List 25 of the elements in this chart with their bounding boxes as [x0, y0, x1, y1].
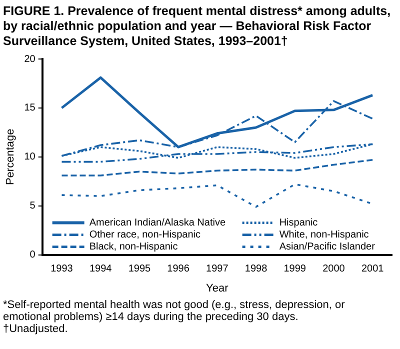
y-axis-title: Percentage [4, 128, 17, 186]
y-tick-label: 20 [24, 54, 36, 65]
y-tick-label: 10 [24, 152, 36, 163]
x-tick-label: 1997 [206, 264, 229, 275]
y-tick-label: 5 [30, 200, 36, 212]
legend-label: Black, non-Hispanic [89, 242, 178, 253]
x-tick-label: 2000 [322, 264, 346, 275]
legend-label: Hispanic [279, 218, 318, 229]
x-tick-label: 1995 [128, 264, 152, 275]
text: †Unadjusted. [3, 323, 69, 335]
legend-label: Other race, non-Hispanic [89, 230, 200, 241]
legend-label: White, non-Hispanic [279, 230, 369, 241]
chart-title: FIGURE 1. Prevalence of frequent mental distress* among adults, by racial/ethnic population and year — Behavioral Risk Factor Surveillance System, United States, 1993–2001† [3, 4, 392, 49]
x-tick-label: 2001 [361, 264, 384, 275]
text: *Self-reported mental health was not good (e.g., stress, depression, or emotional problems) ≥14 days during the preceding 30 days. [3, 299, 346, 323]
x-tick-label: 1998 [244, 264, 268, 275]
y-tick-label: 15 [24, 102, 36, 114]
x-tick-label: 1994 [89, 264, 112, 275]
legend-label: American Indian/Alaska Native [89, 218, 226, 229]
x-tick-label: 1993 [50, 264, 74, 275]
x-tick-label: 1999 [284, 264, 306, 275]
x-tick-label: 1996 [167, 264, 190, 275]
x-axis-title: Year [206, 282, 229, 294]
y-tick-label: 0 [30, 250, 36, 261]
legend-label: Asian/Pacific Islander [279, 242, 376, 253]
